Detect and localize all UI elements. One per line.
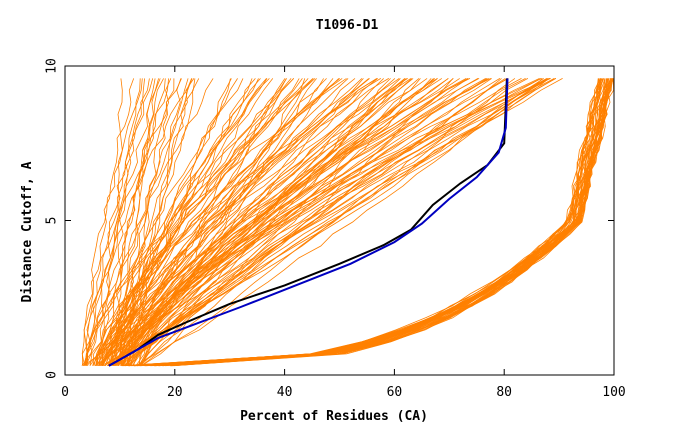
- model-curve: [136, 78, 543, 367]
- model-curve: [154, 78, 604, 367]
- model-curve: [87, 78, 150, 366]
- model-curve: [140, 78, 420, 366]
- y-axis: 0 5 10: [45, 58, 614, 379]
- model-curve: [95, 78, 408, 366]
- x-tick-label: 60: [387, 385, 403, 400]
- model-curve: [139, 78, 412, 366]
- model-curve: [104, 78, 526, 366]
- model-curve: [135, 78, 492, 366]
- model-curve: [138, 78, 549, 366]
- model-curve: [158, 78, 613, 367]
- x-tick-label: 100: [602, 385, 625, 400]
- model-curve: [118, 78, 401, 366]
- model-curve: [128, 78, 469, 366]
- model-curve: [84, 78, 347, 366]
- x-axis: 0 20 40 60 80 100: [61, 66, 626, 400]
- x-axis-label: Percent of Residues (CA): [240, 409, 428, 424]
- model-curve: [121, 78, 612, 367]
- model-curve: [85, 78, 244, 366]
- model-curve: [136, 78, 612, 367]
- x-tick-label: 20: [167, 385, 183, 400]
- x-tick-label: 40: [277, 385, 293, 400]
- model-curve: [115, 78, 356, 366]
- model-curve: [93, 78, 195, 366]
- model-curve: [81, 78, 166, 366]
- model-curve: [138, 78, 486, 366]
- model-curve: [111, 78, 196, 366]
- model-curve: [97, 78, 488, 366]
- model-curve: [157, 78, 600, 367]
- model-curve: [104, 78, 502, 367]
- model-curve: [129, 78, 529, 366]
- model-curve: [170, 78, 609, 367]
- model-curve: [130, 78, 238, 366]
- model-curve: [172, 78, 610, 367]
- model-curve: [138, 78, 489, 366]
- model-curve: [104, 78, 268, 366]
- x-tick-label: 80: [496, 385, 512, 400]
- y-axis-label: Distance Cutoff, A: [20, 161, 35, 302]
- model-curve: [95, 78, 378, 366]
- model-curve: [113, 78, 370, 366]
- highlight-curves: [108, 78, 509, 367]
- model-curve: [81, 78, 135, 366]
- y-tick-label: 10: [45, 58, 60, 74]
- model-curve: [101, 78, 556, 367]
- highlight-curve-black: [108, 78, 508, 367]
- model-curve: [92, 78, 141, 366]
- model-curve: [102, 78, 522, 366]
- model-curve: [162, 78, 601, 367]
- model-curve: [84, 78, 214, 366]
- x-tick-label: 0: [61, 385, 69, 400]
- model-curve: [116, 78, 193, 366]
- model-curve: [112, 78, 438, 366]
- model-curve: [85, 78, 182, 366]
- model-curve: [83, 78, 143, 366]
- model-curve: [124, 78, 557, 366]
- model-curve: [102, 78, 175, 366]
- model-curve: [96, 78, 443, 366]
- model-curve: [127, 78, 172, 366]
- model-curve: [139, 78, 602, 367]
- model-curve: [139, 78, 508, 366]
- model-curve: [140, 78, 548, 366]
- model-curve: [92, 78, 349, 366]
- model-curve: [117, 78, 125, 366]
- model-curve: [172, 78, 606, 367]
- y-tick-label: 5: [45, 217, 60, 225]
- model-curve: [97, 78, 364, 367]
- highlight-curve-blue: [108, 78, 509, 367]
- model-curve: [102, 78, 267, 366]
- y-tick-label: 0: [45, 371, 60, 379]
- model-curve: [99, 78, 261, 366]
- model-curve: [140, 78, 551, 366]
- model-curve: [170, 78, 613, 367]
- model-curves: [81, 78, 615, 367]
- model-curve: [108, 78, 469, 366]
- chart-title: T1096-D1: [316, 18, 379, 33]
- model-curve: [140, 78, 609, 367]
- model-curve: [126, 78, 400, 366]
- model-curve: [89, 78, 192, 366]
